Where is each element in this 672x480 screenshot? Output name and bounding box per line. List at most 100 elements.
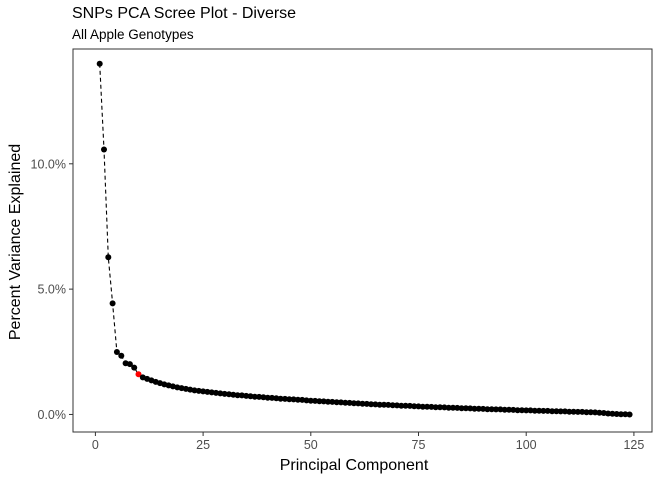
data-point (419, 403, 426, 410)
data-point (424, 403, 431, 410)
data-point (497, 406, 504, 413)
data-point (256, 393, 263, 400)
data-point (307, 397, 314, 404)
data-point (450, 404, 456, 411)
data-point (398, 402, 405, 409)
data-point (402, 402, 409, 409)
data-point (518, 407, 525, 414)
data-point (574, 408, 581, 415)
data-point (286, 396, 293, 403)
data-points (96, 60, 633, 418)
data-point (562, 408, 568, 415)
data-point (325, 398, 331, 405)
data-point (415, 403, 422, 410)
data-point (462, 405, 469, 412)
data-point (536, 407, 543, 414)
data-point (531, 407, 538, 414)
data-point (613, 411, 620, 417)
data-point (376, 401, 383, 408)
data-point (432, 404, 439, 411)
data-point (312, 397, 319, 404)
x-tick-label: 125 (623, 438, 644, 452)
data-point (359, 400, 366, 407)
data-point (394, 402, 400, 409)
data-point (523, 407, 530, 414)
data-point (290, 396, 297, 403)
data-point (445, 404, 452, 411)
data-point (329, 398, 336, 405)
data-point (385, 401, 392, 408)
data-point (109, 300, 116, 307)
data-point (618, 411, 624, 418)
data-point (277, 395, 284, 402)
data-point (303, 397, 310, 404)
x-tick-label: 100 (516, 438, 537, 452)
data-point (338, 399, 344, 406)
data-point (493, 406, 499, 413)
data-point (126, 361, 133, 368)
data-point (622, 411, 629, 418)
data-point (467, 405, 474, 412)
data-point (484, 406, 491, 413)
data-point (557, 408, 564, 415)
data-point (363, 400, 370, 407)
data-point (480, 405, 487, 412)
data-point (596, 409, 603, 416)
x-tick-label: 75 (412, 438, 426, 452)
data-point (316, 398, 323, 405)
data-point (587, 409, 594, 416)
data-point (282, 395, 288, 402)
data-point (368, 401, 375, 408)
x-tick-label: 25 (196, 438, 210, 452)
data-point (294, 396, 301, 403)
data-point (350, 400, 357, 407)
data-point (553, 408, 560, 415)
data-point (441, 404, 448, 411)
data-point (510, 406, 517, 413)
data-point (428, 403, 435, 410)
y-tick-label: 0.0% (38, 408, 67, 422)
data-point (506, 406, 512, 413)
data-point (234, 392, 241, 399)
chart-title: SNPs PCA Scree Plot - Diverse (72, 5, 297, 22)
data-point (475, 405, 482, 412)
y-tick-label: 5.0% (38, 283, 67, 297)
scree-connector-line (99, 63, 139, 375)
data-point (458, 405, 465, 412)
chart-subtitle: All Apple Genotypes (72, 27, 194, 42)
data-point (609, 410, 616, 417)
data-point (101, 146, 107, 153)
data-point (626, 411, 633, 418)
data-point (131, 364, 138, 371)
data-point (243, 392, 250, 399)
data-point (251, 393, 258, 400)
data-point (549, 408, 556, 415)
x-tick-label: 0 (92, 438, 99, 452)
data-point (113, 349, 120, 355)
data-point (540, 407, 547, 414)
data-point (544, 407, 551, 414)
data-point (605, 410, 612, 417)
panel-border (72, 48, 653, 433)
data-point (566, 408, 573, 415)
data-point (454, 404, 461, 411)
data-point (579, 408, 586, 415)
data-point (471, 405, 478, 412)
y-axis-label: Percent Variance Explained (7, 144, 24, 340)
data-point (514, 407, 521, 414)
data-point (570, 408, 577, 415)
highlighted-data-point (135, 371, 142, 378)
data-point (372, 401, 379, 408)
data-point (96, 60, 103, 67)
data-point (488, 406, 495, 413)
data-point (437, 404, 443, 411)
data-point (269, 394, 275, 401)
data-point (406, 402, 413, 409)
data-point (105, 254, 112, 261)
y-tick-label: 10.0% (31, 157, 66, 171)
axes-group: 0 25 50 75 100 125 0.0% 5.0% 10.0% (31, 48, 653, 452)
data-point (411, 403, 418, 410)
data-point (583, 409, 590, 416)
data-point (333, 399, 340, 406)
